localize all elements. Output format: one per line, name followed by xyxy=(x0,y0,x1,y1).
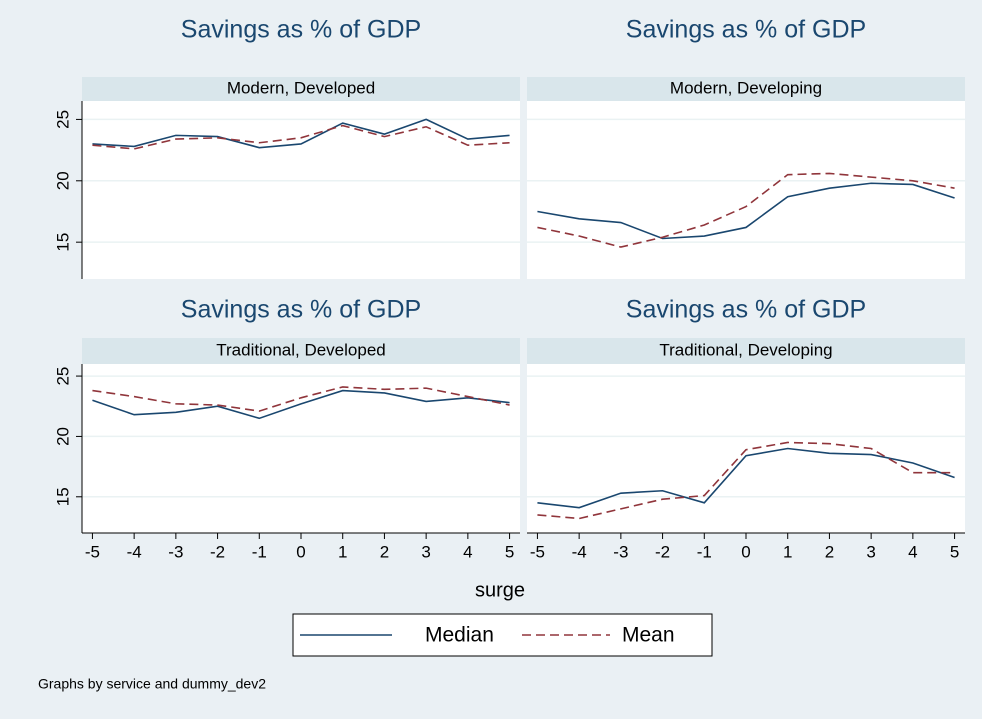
panel-strip xyxy=(82,77,520,101)
x-tick-label: 2 xyxy=(380,542,389,561)
panel-title: Savings as % of GDP xyxy=(181,296,421,324)
series-line xyxy=(92,386,510,412)
x-tick-label: 4 xyxy=(463,542,472,561)
x-tick-label: 0 xyxy=(741,542,750,561)
y-tick-label: 15 xyxy=(53,487,72,506)
y-tick-label: 25 xyxy=(53,367,72,386)
note: Graphs by service and dummy_dev2 xyxy=(38,676,266,692)
panel-subtitle: Modern, Developed xyxy=(227,78,375,97)
x-tick-label: 5 xyxy=(950,542,959,561)
plot-area xyxy=(82,364,520,533)
series-line xyxy=(537,447,955,509)
panel-strip xyxy=(527,338,965,364)
plot-area xyxy=(527,364,965,533)
legend-label: Median xyxy=(425,624,494,647)
x-tick-label: -4 xyxy=(127,542,142,561)
series-line xyxy=(92,118,510,149)
plot-area xyxy=(82,101,520,279)
y-tick-label: 15 xyxy=(53,233,72,252)
panel-subtitle: Modern, Developing xyxy=(670,78,822,97)
series-line xyxy=(537,441,955,520)
x-tick-label: 5 xyxy=(505,542,514,561)
panel-strip xyxy=(527,77,965,101)
series-line xyxy=(537,172,955,248)
y-tick-label: 20 xyxy=(53,171,72,190)
panel-title: Savings as % of GDP xyxy=(181,16,421,44)
x-tick-label: -5 xyxy=(530,542,545,561)
x-tick-label: 4 xyxy=(908,542,917,561)
series-line xyxy=(92,389,510,420)
panel-subtitle: Traditional, Developed xyxy=(216,340,385,359)
x-tick-label: -3 xyxy=(168,542,183,561)
x-tick-label: -2 xyxy=(210,542,225,561)
panel-title: Savings as % of GDP xyxy=(626,16,866,44)
x-tick-label: -4 xyxy=(572,542,587,561)
x-tick-label: 1 xyxy=(783,542,792,561)
x-tick-label: -5 xyxy=(85,542,100,561)
y-tick-label: 20 xyxy=(53,427,72,446)
x-tick-label: 3 xyxy=(866,542,875,561)
x-tick-label: 1 xyxy=(338,542,347,561)
series-line xyxy=(92,124,510,150)
x-axis-label: surge xyxy=(475,579,525,601)
x-tick-label: 2 xyxy=(825,542,834,561)
x-tick-label: -3 xyxy=(613,542,628,561)
x-tick-label: 3 xyxy=(421,542,430,561)
legend-label: Mean xyxy=(622,624,675,647)
plot-area xyxy=(527,101,965,279)
y-tick-label: 25 xyxy=(53,110,72,129)
x-tick-label: 0 xyxy=(296,542,305,561)
panel-subtitle: Traditional, Developing xyxy=(659,340,832,359)
panel-strip xyxy=(82,338,520,364)
x-tick-label: -1 xyxy=(252,542,267,561)
panel-title: Savings as % of GDP xyxy=(626,296,866,324)
x-tick-label: -2 xyxy=(655,542,670,561)
series-line xyxy=(537,182,955,240)
x-tick-label: -1 xyxy=(697,542,712,561)
